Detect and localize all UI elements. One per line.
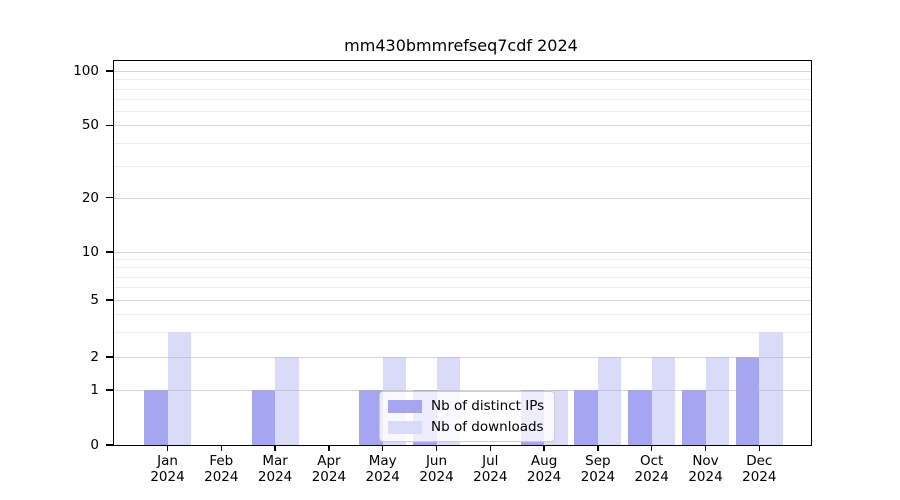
y-tick-label-2: 2 bbox=[90, 349, 99, 365]
gridline-major-50 bbox=[114, 125, 811, 127]
y-tick-label-20: 20 bbox=[81, 189, 99, 206]
gridline-minor-3 bbox=[114, 331, 811, 333]
gridline-minor-40 bbox=[114, 143, 811, 145]
gridline-major-10 bbox=[114, 252, 811, 253]
y-axis-tick-20 bbox=[105, 196, 113, 199]
legend-swatch-distinct-ips bbox=[388, 399, 422, 413]
x-tick-label-dec: Dec 2024 bbox=[742, 453, 777, 486]
y-axis-tick-100 bbox=[105, 70, 113, 72]
x-axis-tick-mar bbox=[274, 446, 276, 452]
x-tick-label-aug: Aug 2024 bbox=[526, 453, 562, 486]
bar-downloads-mar bbox=[275, 357, 299, 445]
y-axis-tick-10 bbox=[105, 251, 113, 253]
gridline-major-20 bbox=[114, 197, 811, 199]
gridline-minor-7 bbox=[114, 276, 811, 278]
x-axis-tick-may bbox=[382, 446, 384, 452]
bar-distinct-ips-mar bbox=[251, 390, 276, 445]
x-tick-label-jan: Jan 2024 bbox=[150, 453, 185, 486]
x-tick-label-sep: Sep 2024 bbox=[580, 453, 616, 486]
gridline-minor-90 bbox=[114, 79, 811, 81]
x-axis-tick-apr bbox=[328, 446, 330, 452]
gridline-minor-8 bbox=[114, 267, 811, 269]
x-tick-label-mar: Mar 2024 bbox=[257, 453, 293, 486]
x-tick-label-jul: Jul 2024 bbox=[473, 453, 508, 486]
gridline-major-5 bbox=[114, 300, 811, 301]
bar-downloads-jan bbox=[167, 331, 191, 445]
y-axis-tick-1 bbox=[105, 389, 113, 391]
y-tick-label-100: 100 bbox=[73, 63, 99, 79]
x-axis-tick-dec bbox=[758, 446, 760, 452]
y-tick-label-5: 5 bbox=[90, 292, 99, 308]
x-tick-label-feb: Feb 2024 bbox=[204, 453, 239, 486]
bar-distinct-ips-dec bbox=[735, 357, 760, 445]
bar-distinct-ips-sep bbox=[574, 390, 598, 445]
legend-swatch-downloads bbox=[388, 420, 422, 434]
legend-item-distinct-ips: Nb of distinct IPs bbox=[388, 398, 544, 414]
bar-downloads-nov bbox=[705, 357, 729, 445]
bar-downloads-oct bbox=[651, 357, 676, 445]
bar-downloads-dec bbox=[759, 331, 783, 445]
x-axis-tick-aug bbox=[543, 446, 545, 452]
y-axis-tick-0 bbox=[105, 444, 113, 446]
bar-distinct-ips-jan bbox=[144, 390, 168, 445]
gridline-major-100 bbox=[114, 71, 811, 72]
y-tick-label-50: 50 bbox=[81, 117, 99, 134]
x-axis-tick-nov bbox=[704, 446, 707, 452]
x-axis-tick-sep bbox=[597, 446, 599, 452]
legend-label-downloads: Nb of downloads bbox=[431, 419, 544, 435]
gridline-minor-80 bbox=[114, 88, 811, 90]
x-tick-label-jun: Jun 2024 bbox=[419, 453, 454, 486]
bar-downloads-sep bbox=[597, 357, 622, 445]
x-axis-tick-jul bbox=[489, 446, 491, 452]
gridline-minor-9 bbox=[114, 259, 811, 261]
y-tick-label-0: 0 bbox=[90, 437, 99, 453]
gridline-major-1 bbox=[114, 390, 811, 391]
bar-distinct-ips-may bbox=[359, 390, 383, 445]
gridline-major-2 bbox=[114, 357, 811, 358]
legend-item-downloads: Nb of downloads bbox=[388, 419, 544, 435]
x-axis-tick-jun bbox=[435, 446, 438, 452]
x-tick-label-oct: Oct 2024 bbox=[634, 453, 669, 486]
y-tick-label-10: 10 bbox=[81, 244, 99, 260]
bar-distinct-ips-oct bbox=[628, 390, 652, 445]
y-axis-tick-2 bbox=[105, 356, 113, 358]
y-axis-tick-5 bbox=[105, 299, 113, 301]
plot-area: 0 1 2 5 10 20 50 100 Jan 2024 Feb 2024 Mar 2024 Apr… bbox=[73, 60, 812, 485]
y-axis-tick-50 bbox=[105, 124, 113, 127]
gridline-minor-60 bbox=[114, 111, 811, 113]
chart-legend: Nb of distinct IPs Nb of downloads bbox=[379, 391, 556, 442]
gridline-minor-30 bbox=[114, 165, 811, 167]
legend-label-distinct-ips: Nb of distinct IPs bbox=[431, 398, 545, 414]
gridline-minor-6 bbox=[114, 287, 811, 289]
x-axis-tick-oct bbox=[651, 446, 653, 452]
chart-title: mm430bmmrefseq7cdf 2024 bbox=[344, 36, 578, 55]
y-tick-label-1: 1 bbox=[90, 382, 99, 398]
x-axis-tick-jan bbox=[166, 446, 169, 452]
x-tick-label-may: May 2024 bbox=[365, 453, 400, 486]
gridline-minor-70 bbox=[114, 99, 811, 101]
x-axis-tick-feb bbox=[220, 446, 222, 452]
bar-distinct-ips-nov bbox=[682, 390, 706, 445]
gridline-minor-4 bbox=[114, 313, 811, 315]
x-tick-label-apr: Apr 2024 bbox=[311, 453, 347, 486]
x-tick-label-nov: Nov 2024 bbox=[688, 453, 723, 486]
